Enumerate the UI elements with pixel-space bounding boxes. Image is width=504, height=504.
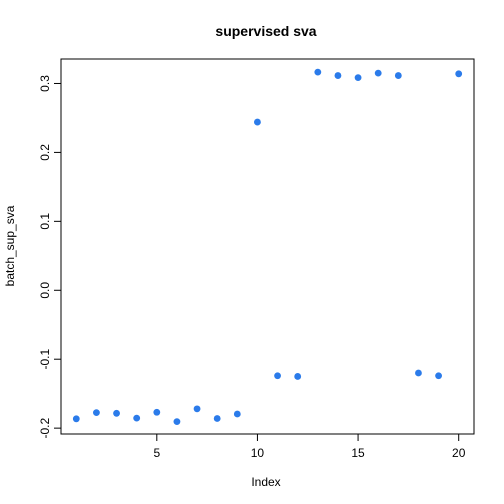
data-point-3	[113, 409, 120, 417]
x-tick-label-15: 15	[351, 446, 365, 460]
data-point-16	[374, 69, 382, 77]
x-tick-label-10: 10	[251, 446, 265, 460]
data-point-9	[233, 410, 241, 418]
data-point-6	[173, 418, 181, 425]
chart-title: supervised sva	[215, 23, 316, 39]
data-point-14	[334, 72, 342, 79]
x-tick-label-5: 5	[153, 446, 160, 460]
data-point-11	[274, 372, 281, 380]
y-axis: -0.2 -0.1 0.0 0.1 0.2 0.3	[38, 75, 61, 438]
y-tick-label-2: 0.0	[38, 282, 52, 299]
data-point-17	[394, 72, 402, 79]
y-tick-label-5: 0.3	[38, 75, 52, 92]
data-point-4	[133, 414, 141, 422]
data-point-12	[294, 373, 302, 380]
data-points	[72, 68, 463, 425]
x-axis: 5 10 15 20	[153, 434, 466, 460]
plot-frame	[60, 58, 475, 435]
y-axis-label: batch_sup_sva	[3, 205, 17, 286]
data-point-5	[153, 408, 161, 416]
data-point-1	[72, 415, 80, 423]
y-tick-label-1: -0.1	[38, 349, 52, 370]
y-tick-label-3: 0.1	[38, 213, 52, 230]
data-point-20	[455, 70, 463, 78]
x-tick-label-20: 20	[452, 446, 466, 460]
data-point-10	[254, 118, 261, 126]
data-point-13	[314, 68, 322, 76]
y-tick-label-4: 0.2	[38, 144, 52, 161]
data-point-15	[354, 74, 362, 82]
y-tick-label-0: -0.2	[38, 417, 52, 438]
data-point-8	[213, 415, 221, 422]
data-point-7	[193, 405, 201, 413]
data-point-18	[415, 369, 422, 377]
data-point-19	[435, 372, 442, 380]
x-axis-label: Index	[251, 475, 280, 489]
data-point-2	[93, 409, 100, 417]
